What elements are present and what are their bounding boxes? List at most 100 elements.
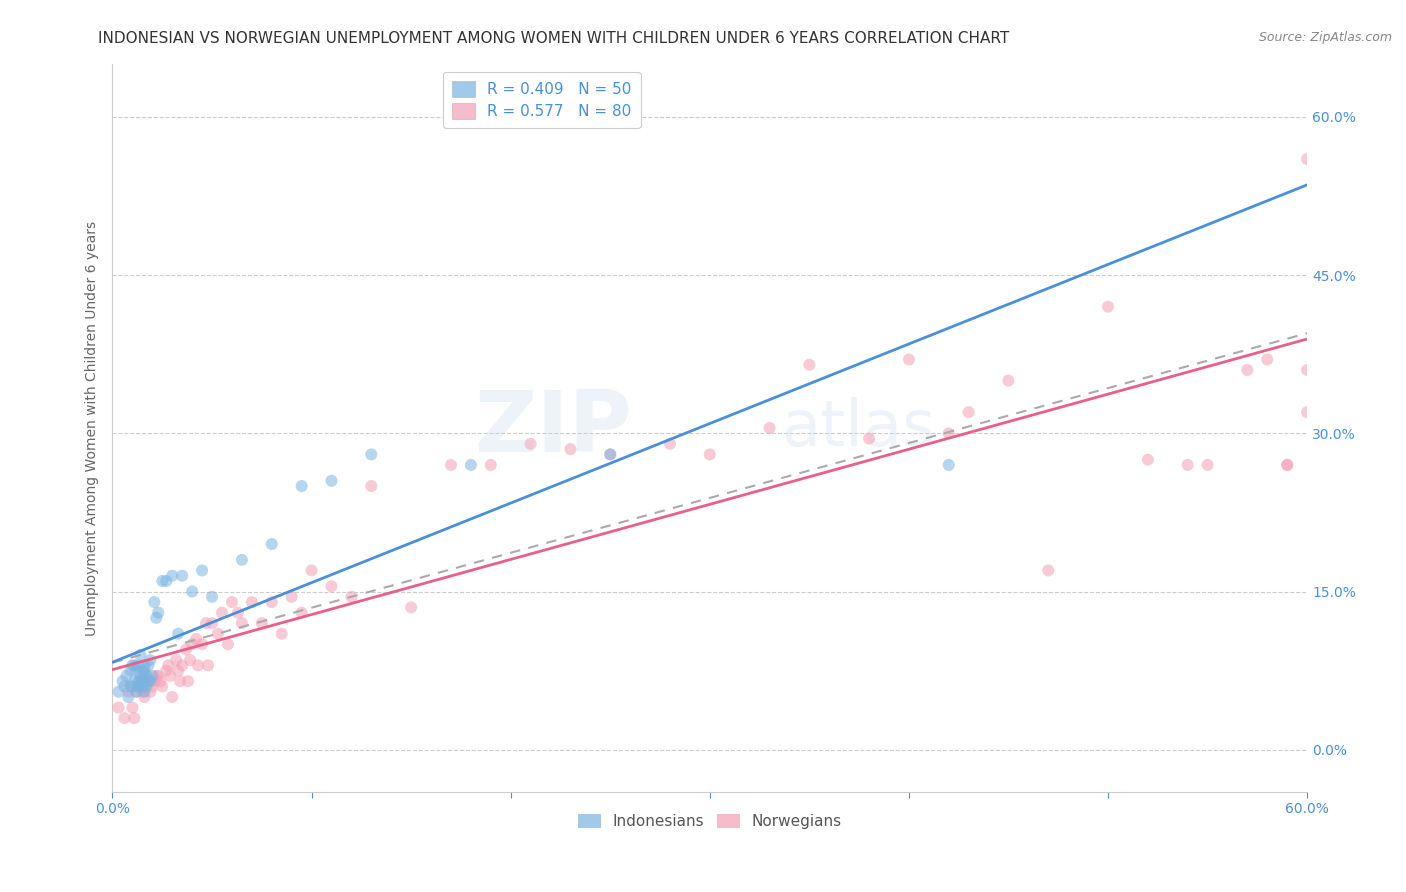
Point — [139, 674, 162, 689]
Point — [160, 690, 183, 704]
Point — [155, 574, 177, 588]
Point — [799, 358, 821, 372]
Point — [270, 626, 292, 640]
Text: ZIP: ZIP — [474, 386, 633, 469]
Point — [145, 669, 167, 683]
Point — [519, 437, 541, 451]
Point — [107, 700, 129, 714]
Point — [177, 674, 200, 689]
Point — [134, 690, 156, 704]
Point — [997, 374, 1019, 388]
Point — [135, 669, 157, 683]
Point — [758, 421, 780, 435]
Point — [240, 595, 263, 609]
Point — [124, 674, 146, 689]
Point — [135, 669, 157, 683]
Point — [165, 653, 187, 667]
Point — [131, 684, 153, 698]
Point — [134, 664, 156, 678]
Point — [360, 447, 382, 461]
Point — [172, 658, 194, 673]
Point — [114, 680, 136, 694]
Point — [141, 669, 163, 683]
Point — [184, 632, 207, 646]
Point — [117, 684, 139, 698]
Point — [1277, 458, 1299, 472]
Point — [127, 674, 149, 689]
Point — [172, 568, 194, 582]
Point — [131, 680, 153, 694]
Point — [125, 684, 148, 698]
Point — [191, 563, 214, 577]
Point — [187, 658, 209, 673]
Point — [127, 680, 149, 694]
Point — [699, 447, 721, 461]
Point — [1256, 352, 1278, 367]
Point — [127, 658, 149, 673]
Point — [167, 664, 190, 678]
Point — [201, 590, 224, 604]
Point — [139, 653, 162, 667]
Point — [143, 674, 166, 689]
Point — [141, 680, 163, 694]
Point — [221, 595, 243, 609]
Point — [201, 616, 224, 631]
Point — [321, 579, 343, 593]
Point — [858, 432, 880, 446]
Point — [1136, 452, 1159, 467]
Point — [291, 606, 314, 620]
Point — [479, 458, 502, 472]
Y-axis label: Unemployment Among Women with Children Under 6 years: Unemployment Among Women with Children U… — [86, 220, 100, 636]
Point — [125, 684, 148, 698]
Point — [145, 611, 167, 625]
Point — [155, 664, 177, 678]
Point — [599, 447, 621, 461]
Point — [897, 352, 920, 367]
Point — [938, 426, 960, 441]
Point — [1236, 363, 1258, 377]
Point — [321, 474, 343, 488]
Point — [107, 684, 129, 698]
Point — [360, 479, 382, 493]
Text: atlas: atlas — [782, 397, 936, 459]
Point — [127, 680, 149, 694]
Point — [211, 606, 233, 620]
Point — [139, 684, 162, 698]
Point — [1038, 563, 1060, 577]
Point — [150, 574, 173, 588]
Point — [138, 674, 160, 689]
Point — [260, 537, 283, 551]
Point — [599, 447, 621, 461]
Point — [659, 437, 682, 451]
Point — [138, 658, 160, 673]
Point — [938, 458, 960, 472]
Point — [129, 674, 152, 689]
Point — [120, 664, 142, 678]
Point — [179, 653, 201, 667]
Point — [181, 584, 204, 599]
Point — [159, 669, 181, 683]
Point — [160, 568, 183, 582]
Point — [149, 674, 172, 689]
Point — [440, 458, 463, 472]
Point — [114, 711, 136, 725]
Point — [129, 648, 152, 662]
Point — [1296, 405, 1319, 419]
Point — [167, 626, 190, 640]
Point — [148, 669, 170, 683]
Text: Source: ZipAtlas.com: Source: ZipAtlas.com — [1258, 31, 1392, 45]
Point — [291, 479, 314, 493]
Point — [195, 616, 218, 631]
Point — [197, 658, 219, 673]
Point — [143, 595, 166, 609]
Point — [174, 642, 197, 657]
Point — [1296, 152, 1319, 166]
Point — [260, 595, 283, 609]
Point — [131, 674, 153, 689]
Point — [150, 680, 173, 694]
Point — [111, 674, 134, 689]
Point — [121, 658, 143, 673]
Point — [191, 637, 214, 651]
Point — [134, 658, 156, 673]
Point — [131, 664, 153, 678]
